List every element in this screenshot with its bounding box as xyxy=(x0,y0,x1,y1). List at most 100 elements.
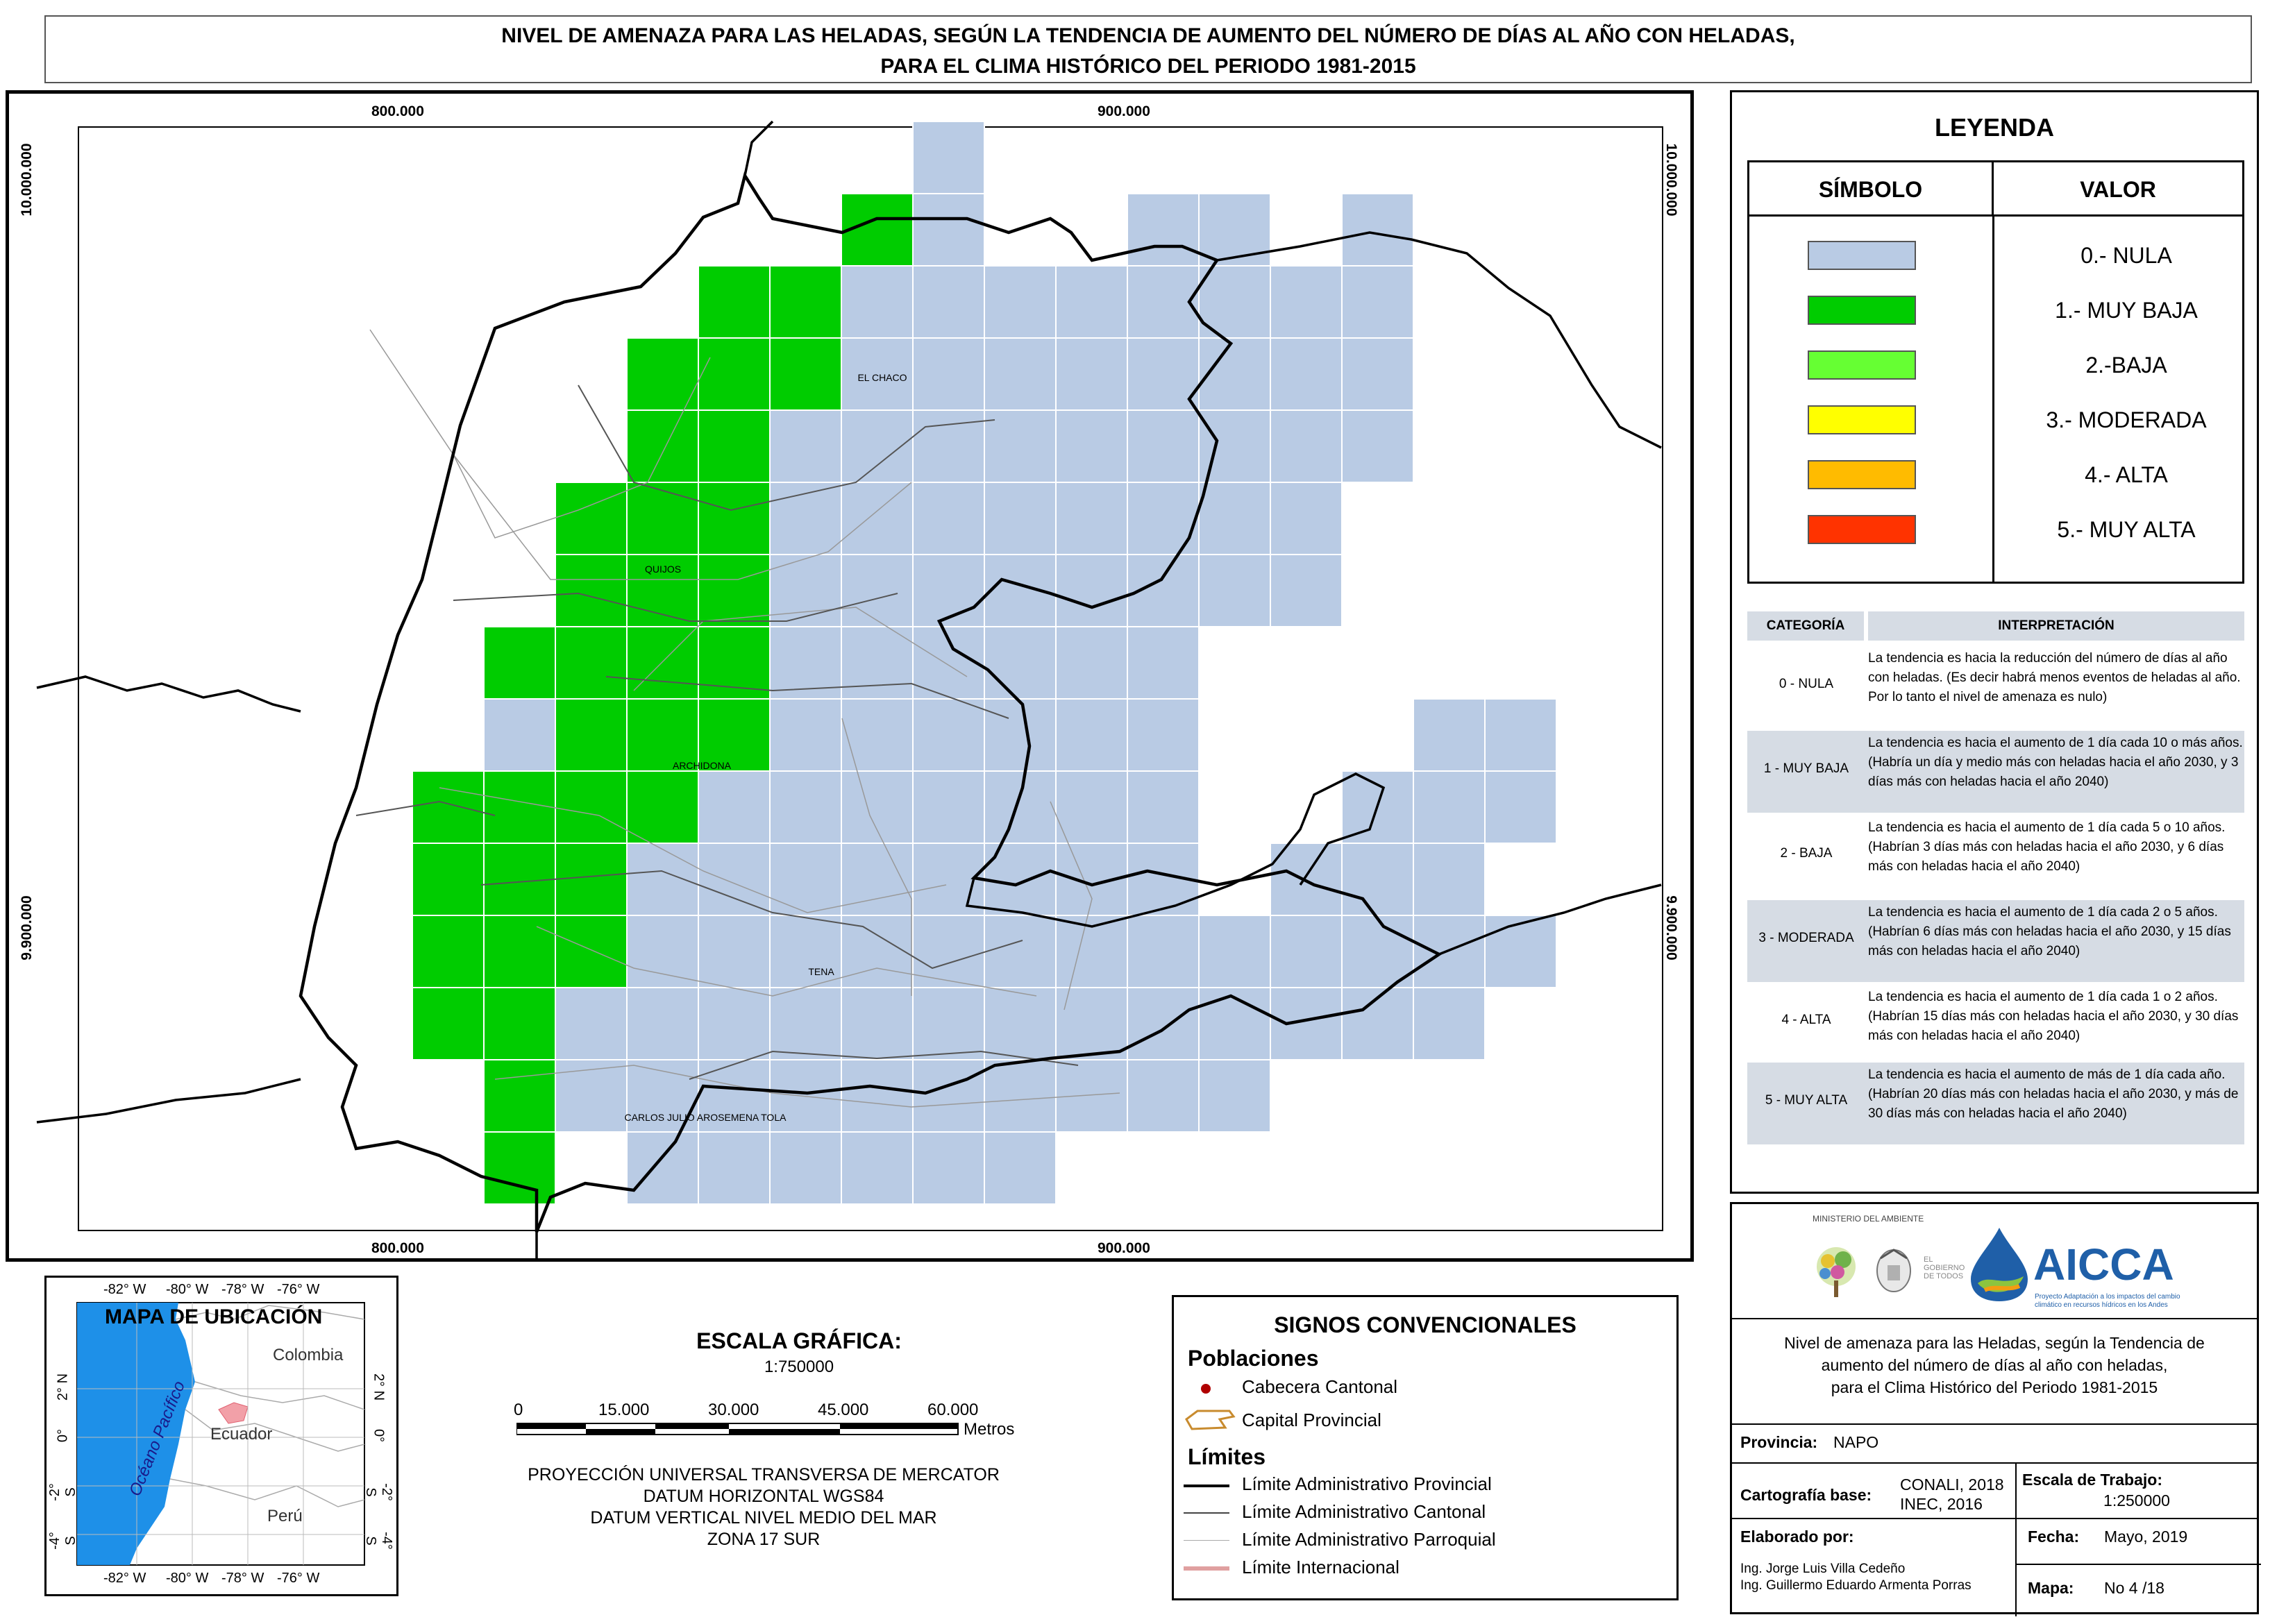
country-label-peru: Perú xyxy=(267,1507,303,1525)
grid-cell-muy-baja xyxy=(626,409,699,483)
lon-tick-top: -76° W xyxy=(277,1282,320,1297)
grid-cell-muy-baja xyxy=(626,698,699,772)
interp-row: 4 - ALTA La tendencia es hacia el aument… xyxy=(1747,985,2244,1060)
grid-cell-nula xyxy=(984,698,1057,772)
grid-cell-nula xyxy=(841,698,914,772)
signs-lim-prov: Límite Administrativo Provincial xyxy=(1242,1473,1492,1494)
grid-cell-muy-baja xyxy=(483,915,556,988)
grid-cell-muy-baja xyxy=(483,626,556,700)
grid-cell-muy-baja xyxy=(626,626,699,700)
interp-row: 5 - MUY ALTA La tendencia es hacia el au… xyxy=(1747,1063,2244,1144)
grid-cell-nula xyxy=(984,409,1057,483)
grid-cell-nula xyxy=(483,698,556,772)
grid-cell-nula xyxy=(698,987,771,1060)
legend-row: 1.- MUY BAJA xyxy=(1749,283,2242,337)
grid-cell-muy-baja xyxy=(626,337,699,411)
lon-tick-bottom: -78° W xyxy=(221,1571,264,1586)
gov-text: EL GOBIERNO DE TODOS xyxy=(1924,1255,1965,1280)
signs-capital: Capital Provincial xyxy=(1242,1410,1381,1430)
legend-swatch-muy-baja xyxy=(1808,296,1916,325)
province-inner-boundary xyxy=(965,772,1386,928)
main-map: EL CHACO QUIJOS ARCHIDONA TENA CARLOS JU… xyxy=(36,120,1663,1258)
legend-col-value: VALOR xyxy=(1994,162,2242,217)
legend-swatch-alta xyxy=(1808,460,1916,489)
grid-cell-nula xyxy=(841,626,914,700)
parroquial-boundaries xyxy=(369,329,1120,1108)
grid-cell-nula xyxy=(555,1059,628,1133)
signs-title: SIGNOS CONVENCIONALES xyxy=(1274,1312,1577,1337)
grid-cell-nula xyxy=(984,987,1057,1060)
grid-cell-nula xyxy=(1198,482,1271,555)
grid-cell-muy-baja xyxy=(698,482,771,555)
grid-cell-nula xyxy=(769,482,842,555)
legend-row: 4.- ALTA xyxy=(1749,448,2242,502)
grid-cell-nula xyxy=(1127,482,1200,555)
grid-cell-nula xyxy=(1127,626,1200,700)
signs-lim-int: Límite Internacional xyxy=(1242,1557,1399,1578)
grid-cell-nula xyxy=(984,1059,1057,1133)
legend-col-symbol: SÍMBOLO xyxy=(1749,162,1994,217)
map-title-line1: NIVEL DE AMENAZA PARA LAS HELADAS, SEGÚN… xyxy=(501,24,1795,47)
interp-cat: 5 - MUY ALTA xyxy=(1765,1093,1848,1108)
ministry-text: MINISTERIO DEL AMBIENTE xyxy=(1813,1214,1924,1224)
interp-text: La tendencia es hacia el aumento de 1 dí… xyxy=(1868,990,2239,1043)
provincial-exterior-boundary xyxy=(36,120,1662,1258)
scale-ratio: 1:750000 xyxy=(764,1357,834,1376)
location-map xyxy=(76,1302,365,1566)
grid-cell-nula xyxy=(984,1131,1057,1205)
grid-cell-muy-baja xyxy=(769,265,842,339)
x-tick-top-900: 900.000 xyxy=(1098,103,1150,119)
grid-cell-nula xyxy=(841,1131,914,1205)
grid-cell-nula xyxy=(841,265,914,339)
date-value: Mayo, 2019 xyxy=(2104,1528,2188,1546)
signs-poblaciones-heading: Poblaciones xyxy=(1188,1346,1319,1371)
projection-line: PROYECCIÓN UNIVERSAL TRANSVERSA DE MERCA… xyxy=(528,1465,1000,1485)
grid-cell-nula xyxy=(912,1131,985,1205)
grid-cell-nula xyxy=(912,409,985,483)
scale-tick: 45.000 xyxy=(818,1401,869,1419)
signs-cabecera: Cabecera Cantonal xyxy=(1242,1376,1398,1397)
carto-value: CONALI, 2018 xyxy=(1900,1475,2004,1494)
province-boundary xyxy=(299,171,1443,1233)
map-title-box: NIVEL DE AMENAZA PARA LAS HELADAS, SEGÚN… xyxy=(44,15,2252,83)
legend-value: 5.- MUY ALTA xyxy=(2057,517,2196,542)
grid-cell-muy-baja xyxy=(483,1131,556,1205)
legend-row: 0.- NULA xyxy=(1749,228,2242,282)
grid-cell-nula xyxy=(1413,698,1486,772)
grid-cell-muy-baja xyxy=(698,626,771,700)
grid-cell-nula xyxy=(841,554,914,627)
threat-grid xyxy=(412,121,1557,1205)
lon-tick-top: -82° W xyxy=(103,1282,146,1297)
grid-cell-nula xyxy=(769,698,842,772)
conventional-signs-panel: SIGNOS CONVENCIONALES Poblaciones Cabece… xyxy=(1172,1295,1679,1600)
y-tick-left-10000000: 10.000.000 xyxy=(19,143,35,217)
grid-cell-nula xyxy=(1127,915,1200,988)
aicca-logo-text: AICCA xyxy=(2033,1240,2174,1289)
grid-cell-nula xyxy=(841,915,914,988)
grid-cell-nula xyxy=(1127,193,1200,267)
grid-cell-nula xyxy=(984,770,1057,844)
aicca-drop-logo xyxy=(1971,1228,2028,1301)
lat-tick-left: 0° xyxy=(55,1428,71,1443)
signs-limites-heading: Límites xyxy=(1188,1444,1266,1469)
legend-row: 2.-BAJA xyxy=(1749,338,2242,392)
grid-cell-nula xyxy=(1484,770,1557,844)
grid-cell-nula xyxy=(769,843,842,916)
grid-cell-nula xyxy=(912,482,985,555)
interp-row: 2 - BAJA La tendencia es hacia el aument… xyxy=(1747,815,2244,897)
grid-cell-nula xyxy=(626,1131,699,1205)
grid-cell-muy-baja xyxy=(555,482,628,555)
place-label-quijos: QUIJOS xyxy=(645,564,681,575)
grid-cell-nula xyxy=(1270,482,1343,555)
grid-cell-nula xyxy=(912,1059,985,1133)
grid-cell-muy-baja xyxy=(555,554,628,627)
grid-cell-nula xyxy=(912,121,985,194)
scale-tick: 15.000 xyxy=(598,1401,650,1419)
grid-cell-nula xyxy=(1484,698,1557,772)
grid-cell-muy-baja xyxy=(483,1059,556,1133)
grid-cell-nula xyxy=(1413,770,1486,844)
location-map-title: MAPA DE UBICACIÓN xyxy=(105,1305,323,1328)
interp-text: La tendencia es hacia el aumento de más … xyxy=(1868,1067,2239,1121)
grid-cell-nula xyxy=(1055,554,1128,627)
interp-head-text: INTERPRETACIÓN xyxy=(1868,611,2244,641)
